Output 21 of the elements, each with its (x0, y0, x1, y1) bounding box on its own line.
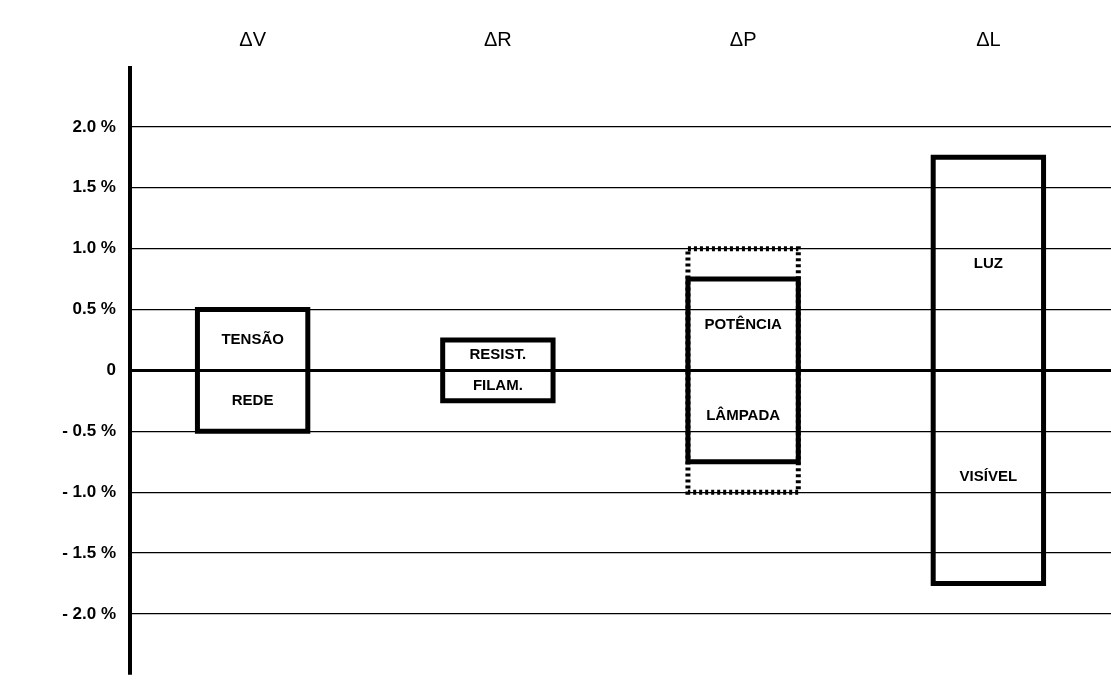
annotation: LÂMPADA (706, 406, 781, 424)
y-tick-label: 1.5 % (72, 177, 116, 197)
y-tick-label: - 2.0 % (62, 603, 116, 623)
y-tick-label: 1.0 % (72, 238, 116, 258)
annotation: RESIST. (469, 345, 527, 363)
annotation: POTÊNCIA (704, 314, 783, 332)
annotation: TENSÃO (221, 330, 285, 348)
y-tick-label: - 1.5 % (62, 542, 116, 562)
y-tick-label: 0 (106, 360, 116, 380)
x-tick-label: ΔL (976, 27, 1001, 50)
annotation: REDE (231, 390, 274, 408)
y-tick-label: - 0.5 % (62, 420, 116, 440)
annotation: LUZ (973, 254, 1003, 271)
y-tick-label: 0.5 % (72, 299, 116, 319)
y-tick-label: - 1.0 % (62, 481, 116, 501)
x-tick-label: ΔR (483, 27, 512, 50)
x-tick-label: ΔV (239, 27, 267, 50)
x-tick-label: ΔP (729, 27, 757, 50)
y-tick-label: 2.0 % (72, 116, 116, 136)
annotation: VISÍVEL (959, 467, 1018, 485)
annotation: FILAM. (472, 375, 523, 393)
